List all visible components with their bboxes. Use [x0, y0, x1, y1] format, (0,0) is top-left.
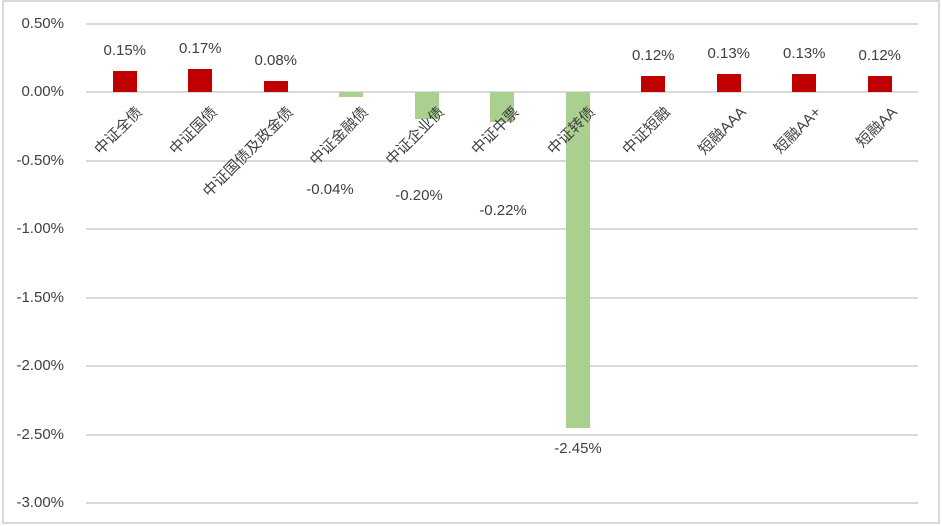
gridline — [86, 228, 918, 230]
y-axis-tick-label: -0.50% — [16, 151, 64, 169]
bar — [867, 75, 892, 92]
bar — [641, 75, 666, 92]
bar — [414, 92, 439, 120]
value-label: 0.13% — [782, 45, 826, 63]
gridline — [86, 296, 918, 299]
y-axis-tick-label: -2.00% — [16, 357, 64, 374]
gridline — [86, 365, 918, 367]
value-label: -0.04% — [306, 181, 354, 198]
bar — [490, 92, 515, 123]
bar — [339, 92, 364, 98]
value-label: 0.13% — [707, 45, 751, 63]
value-label: 0.17% — [178, 39, 222, 57]
y-axis-tick-label: -1.00% — [16, 220, 64, 237]
y-axis-tick-label: 0.00% — [21, 83, 64, 100]
bar — [716, 74, 741, 92]
value-label: -0.22% — [479, 202, 527, 219]
value-label: 0.15% — [103, 42, 147, 60]
bar — [263, 81, 288, 92]
gridline — [86, 22, 918, 25]
value-label: -2.45% — [554, 440, 602, 457]
y-axis-tick-label: 0.50% — [21, 14, 64, 32]
value-label: 0.08% — [254, 52, 298, 70]
y-axis-tick-label: -2.50% — [16, 425, 64, 443]
bar — [188, 68, 213, 92]
gridline — [86, 502, 918, 504]
y-axis-tick-label: -1.50% — [16, 288, 64, 306]
value-label: 0.12% — [631, 46, 675, 64]
value-label: -0.20% — [395, 187, 443, 204]
bar — [565, 92, 590, 428]
y-axis-tick-label: -3.00% — [16, 494, 64, 511]
value-label: 0.12% — [858, 46, 902, 64]
gridline — [86, 433, 918, 436]
bar — [792, 74, 817, 92]
bar — [112, 71, 137, 92]
gridline — [86, 159, 918, 162]
